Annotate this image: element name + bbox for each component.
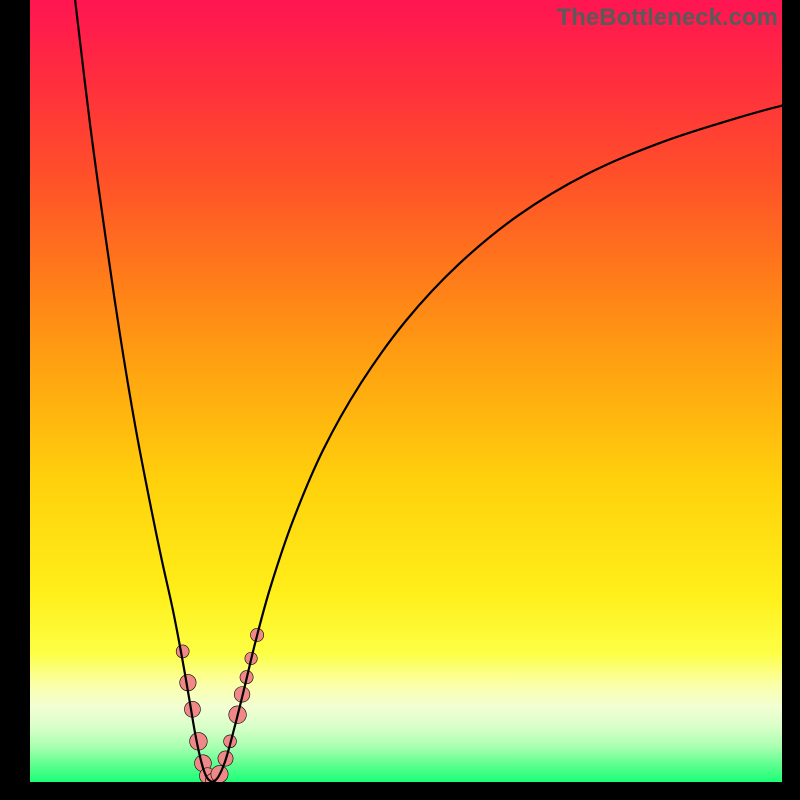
watermark-text: TheBottleneck.com (557, 4, 778, 32)
gradient-background (30, 0, 782, 782)
border-bottom (0, 782, 800, 800)
bottleneck-chart (30, 0, 782, 782)
chart-stage: TheBottleneck.com (0, 0, 800, 800)
chart-svg (30, 0, 782, 782)
border-right (782, 0, 800, 800)
border-left (0, 0, 30, 800)
